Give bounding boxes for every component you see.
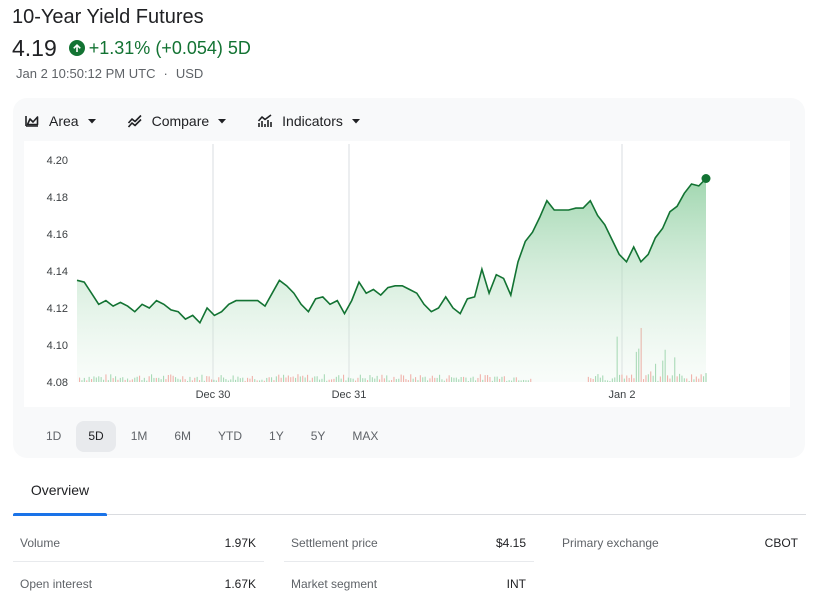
indicators-button[interactable]: Indicators bbox=[257, 113, 361, 129]
stat-label: Volume bbox=[20, 536, 61, 550]
meta-separator: · bbox=[163, 66, 168, 81]
compare-button[interactable]: Compare bbox=[127, 113, 228, 129]
y-tick-label: 4.20 bbox=[47, 155, 68, 167]
price-change: +1.31% (+0.054) 5D bbox=[88, 37, 251, 58]
page-title: 10-Year Yield Futures bbox=[12, 6, 204, 28]
y-tick-label: 4.18 bbox=[47, 192, 68, 204]
x-axis-label: Dec 30 bbox=[196, 389, 231, 401]
current-price: 4.19 bbox=[12, 34, 57, 61]
price-row: 4.19 +1.31% (+0.054) 5D bbox=[12, 34, 251, 62]
divider bbox=[13, 561, 264, 562]
y-tick-label: 4.10 bbox=[47, 340, 68, 352]
range-tab-1m[interactable]: 1M bbox=[130, 429, 148, 443]
stat-value: $4.15 bbox=[495, 536, 526, 550]
tab-overview-label: Overview bbox=[30, 482, 90, 498]
chart-toolbar: Area Compare Indicators bbox=[24, 110, 391, 132]
arrow-up-circle-icon bbox=[68, 40, 85, 56]
y-tick-label: 4.12 bbox=[47, 303, 68, 315]
chevron-down-icon bbox=[87, 119, 96, 124]
y-tick-label: 4.14 bbox=[47, 266, 68, 278]
active-tab-indicator bbox=[13, 513, 107, 516]
range-tab-1d[interactable]: 1D bbox=[46, 429, 62, 443]
chevron-down-icon bbox=[218, 119, 227, 124]
stat-label: Open interest bbox=[20, 577, 93, 591]
compare-label: Compare bbox=[151, 113, 210, 129]
range-tab-6m[interactable]: 6M bbox=[174, 429, 192, 443]
range-tab-1y[interactable]: 1Y bbox=[269, 429, 284, 443]
range-tab-5y[interactable]: 5Y bbox=[310, 429, 326, 443]
area-chart-button[interactable]: Area bbox=[24, 113, 97, 129]
current-price-marker bbox=[701, 174, 711, 183]
divider bbox=[284, 561, 534, 562]
stat-label: Settlement price bbox=[291, 536, 378, 550]
stat-market-segment: Market segment INT bbox=[284, 563, 534, 603]
time-range-selector: 1D 5D 1M 6M YTD 1Y 5Y MAX bbox=[34, 421, 393, 452]
area-label: Area bbox=[49, 113, 79, 129]
y-tick-label: 4.08 bbox=[47, 377, 68, 389]
range-tab-5d[interactable]: 5D bbox=[76, 421, 116, 452]
chart-svg: 4.20 4.18 4.16 4.14 4.12 4.10 4.08 Dec 30 Dec 31… bbox=[47, 144, 711, 401]
stat-label: Market segment bbox=[291, 577, 378, 591]
x-axis-label: Dec 31 bbox=[332, 389, 367, 401]
compare-icon bbox=[127, 114, 142, 128]
price-line bbox=[76, 177, 707, 325]
quote-meta: Jan 2 10:50:12 PM UTC · USD bbox=[16, 66, 203, 81]
range-tab-max[interactable]: MAX bbox=[352, 429, 379, 443]
indicators-icon bbox=[258, 114, 272, 127]
y-tick-label: 4.16 bbox=[47, 229, 68, 241]
x-axis-label: Jan 2 bbox=[609, 389, 636, 401]
chevron-down-icon bbox=[351, 119, 360, 124]
stat-settlement-price: Settlement price $4.15 bbox=[284, 522, 534, 562]
stat-volume: Volume 1.97K bbox=[13, 522, 264, 562]
indicators-label: Indicators bbox=[282, 113, 343, 129]
price-chart[interactable]: 4.20 4.18 4.16 4.14 4.12 4.10 4.08 Dec 30 Dec 31… bbox=[24, 141, 790, 407]
stat-open-interest: Open interest 1.67K bbox=[13, 563, 264, 603]
range-tab-ytd[interactable]: YTD bbox=[218, 429, 243, 443]
tab-overview[interactable]: Overview bbox=[13, 470, 107, 516]
stat-label: Primary exchange bbox=[562, 536, 659, 550]
currency: USD bbox=[175, 66, 204, 81]
price-area bbox=[77, 178, 706, 382]
area-chart-icon bbox=[25, 116, 39, 127]
stat-value: 1.97K bbox=[224, 536, 256, 550]
stat-value: INT bbox=[506, 577, 526, 591]
timestamp: Jan 2 10:50:12 PM UTC bbox=[16, 66, 156, 81]
overview-tabs: Overview bbox=[13, 470, 806, 516]
stat-primary-exchange: Primary exchange CBOT bbox=[555, 522, 806, 562]
stat-value: CBOT bbox=[764, 536, 798, 550]
stat-value: 1.67K bbox=[224, 577, 256, 591]
